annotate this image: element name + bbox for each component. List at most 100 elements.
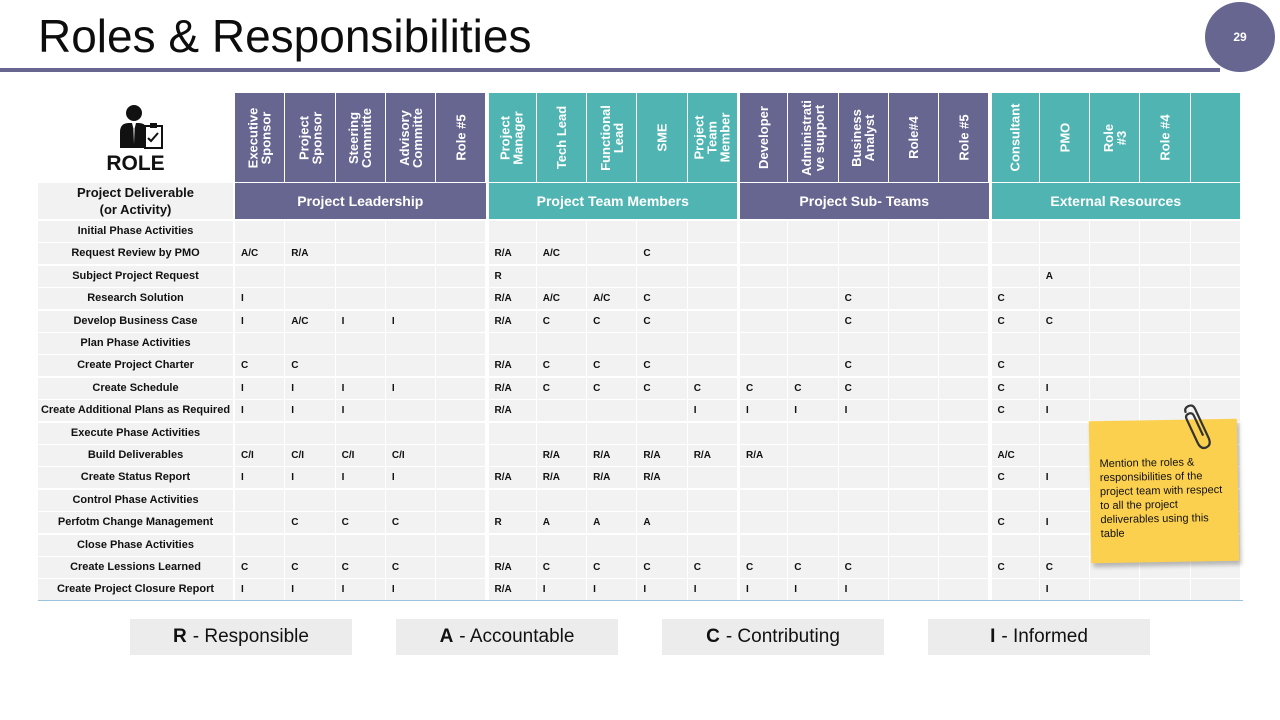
page-number-badge: 29 (1205, 2, 1275, 72)
matrix-cell: C (235, 557, 285, 578)
matrix-cell (385, 400, 436, 422)
title-divider (0, 68, 1220, 72)
matrix-cell (1090, 288, 1140, 310)
matrix-cell (436, 310, 486, 332)
matrix-cell (335, 221, 385, 242)
matrix-cell (285, 265, 335, 287)
deliverable-label: Create Project Closure Report (38, 579, 233, 601)
matrix-cell (587, 534, 637, 556)
column-header: Steering Committe (335, 93, 385, 182)
matrix-cell: C (637, 310, 687, 332)
matrix-cell: R (488, 512, 536, 534)
matrix-cell (637, 400, 687, 422)
column-header-label: Functional Lead (597, 104, 626, 171)
matrix-cell: I (1039, 377, 1090, 399)
matrix-cell: A/C (991, 445, 1039, 466)
deliverable-label: Create Status Report (38, 467, 233, 489)
matrix-cell (637, 489, 687, 511)
group-band: External Resources (991, 183, 1240, 219)
matrix-cell (1090, 377, 1140, 399)
table-row: Create Project Charter C C R/A C C C C C (38, 355, 1243, 377)
column-header: Administrati ve support (788, 93, 838, 182)
matrix-cell (991, 579, 1039, 601)
matrix-cell (740, 265, 788, 287)
matrix-cell: I (285, 377, 335, 399)
matrix-cell: I (235, 310, 285, 332)
matrix-cell (335, 422, 385, 444)
matrix-cell: C (991, 512, 1039, 534)
matrix-cell (687, 310, 737, 332)
column-header-label: Administrati ve support (798, 99, 827, 176)
matrix-cell (888, 467, 939, 489)
matrix-cell (888, 221, 939, 242)
matrix-cell: C (740, 377, 788, 399)
matrix-cell (587, 221, 637, 242)
matrix-cell (788, 265, 838, 287)
column-header: Developer (740, 93, 788, 182)
matrix-cell: R/A (587, 467, 637, 489)
matrix-cell (740, 221, 788, 242)
matrix-cell (788, 467, 838, 489)
matrix-cell (1090, 579, 1140, 601)
column-header: SME (637, 93, 687, 182)
matrix-cell: C (687, 557, 737, 578)
matrix-cell: I (335, 377, 385, 399)
person-clipboard-icon (120, 105, 163, 149)
column-header-label: Project Team Member (691, 112, 733, 163)
matrix-cell (587, 265, 637, 287)
deliverable-label: Plan Phase Activities (38, 333, 233, 354)
matrix-cell (436, 377, 486, 399)
legend-responsible: R - Responsible (130, 619, 352, 655)
matrix-cell (385, 243, 436, 265)
column-header-label: Steering Committe (346, 107, 375, 168)
table-row: Execute Phase Activities (38, 422, 1243, 444)
column-header: Executive Sponsor (235, 93, 285, 182)
matrix-cell: C (991, 400, 1039, 422)
matrix-cell (335, 534, 385, 556)
matrix-cell: C (385, 557, 436, 578)
matrix-cell (1190, 579, 1240, 601)
group-band: Project Sub- Teams (740, 183, 989, 219)
matrix-cell (740, 489, 788, 511)
matrix-cell: I (1039, 467, 1090, 489)
matrix-cell (788, 243, 838, 265)
matrix-cell: C (788, 377, 838, 399)
matrix-cell: A (637, 512, 687, 534)
column-header-label: Role #5 (453, 114, 469, 161)
matrix-cell (285, 489, 335, 511)
matrix-cell: I (788, 400, 838, 422)
matrix-cell (1039, 221, 1090, 242)
matrix-cell (1039, 534, 1090, 556)
matrix-cell (788, 355, 838, 377)
matrix-cell: C (838, 310, 888, 332)
matrix-cell (1190, 355, 1240, 377)
matrix-cell (740, 310, 788, 332)
table-row: Create Schedule I I I I R/A C C C C C C C C I (38, 377, 1243, 399)
table-row: Build Deliverables C/I C/I C/I C/I R/A R/A R/A R… (38, 445, 1243, 466)
matrix-cell: C (637, 288, 687, 310)
matrix-cell: R/A (637, 445, 687, 466)
matrix-cell: I (285, 400, 335, 422)
matrix-cell: A/C (587, 288, 637, 310)
matrix-cell: R/A (488, 288, 536, 310)
deliverable-label: Create Additional Plans as Required (38, 400, 233, 422)
matrix-cell: I (385, 377, 436, 399)
matrix-cell: C (587, 355, 637, 377)
matrix-cell: C (991, 557, 1039, 578)
matrix-cell: I (687, 400, 737, 422)
matrix-cell: C (587, 557, 637, 578)
matrix-cell: I (838, 579, 888, 601)
matrix-cell (436, 489, 486, 511)
table-row: Control Phase Activities (38, 489, 1243, 511)
matrix-cell (1039, 489, 1090, 511)
matrix-cell (385, 489, 436, 511)
matrix-cell (1140, 265, 1190, 287)
matrix-cell: I (235, 467, 285, 489)
matrix-cell (888, 265, 939, 287)
legend-text: - Contributing (725, 626, 840, 647)
deliverable-label: Create Lessions Learned (38, 557, 233, 578)
matrix-cell: A/C (536, 243, 587, 265)
matrix-cell (285, 333, 335, 354)
column-header: Project Sponsor (285, 93, 335, 182)
matrix-cell (1039, 288, 1090, 310)
